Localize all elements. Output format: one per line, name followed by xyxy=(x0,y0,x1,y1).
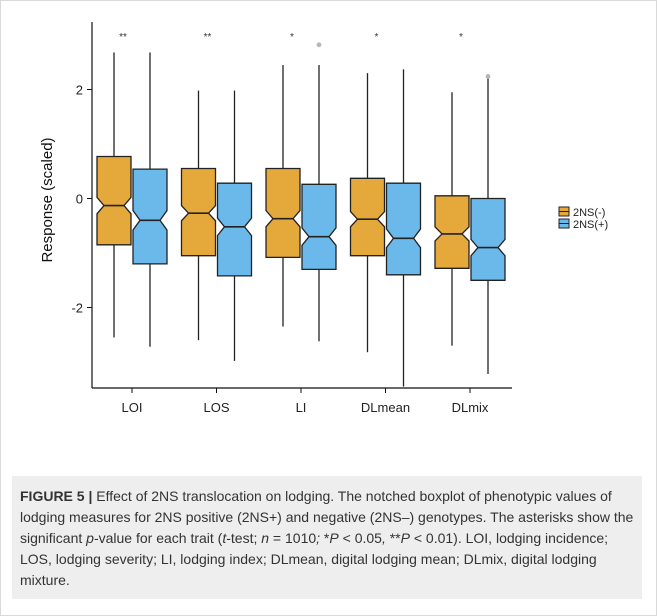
caption-segment: < 0.05 xyxy=(338,530,382,546)
caption-segment: = 1010 xyxy=(269,530,317,546)
outlier-point xyxy=(485,74,491,79)
figure-caption: FIGURE 5 | Effect of 2NS translocation o… xyxy=(12,476,642,599)
box-neg xyxy=(265,167,301,259)
x-tick-label: DLmix xyxy=(452,400,489,415)
legend-label: 2NS(+) xyxy=(573,219,608,231)
caption-segment: * xyxy=(320,530,330,546)
caption-segment: P xyxy=(400,530,410,546)
significance-label: * xyxy=(375,32,379,43)
box-pos xyxy=(132,168,168,265)
caption-segment: -test; xyxy=(226,530,262,546)
x-tick-label: LI xyxy=(296,400,307,415)
x-tick-label: LOS xyxy=(203,400,229,415)
boxplot-chart: -2 0 2 LOI ** LOS ** LI * DLmean * DLmix * 2NS(-)2NS… xyxy=(39,22,608,415)
caption-segment: ; xyxy=(316,530,321,546)
outlier-point xyxy=(316,42,322,48)
y-tick-label: 0 xyxy=(76,192,83,207)
figure-label: FIGURE 5 | xyxy=(20,488,93,504)
box-neg xyxy=(180,167,217,257)
caption-segment: Effect of 2NS translocation on lodging. … xyxy=(20,488,634,546)
significance-label: * xyxy=(290,32,294,43)
caption-text: Effect of 2NS translocation on lodging. … xyxy=(20,488,633,588)
caption-segment: t xyxy=(222,530,227,546)
y-axis-title: Response (scaled) xyxy=(39,137,56,262)
caption-segment: P xyxy=(329,530,339,546)
box-neg xyxy=(96,155,132,246)
box-pos xyxy=(301,183,337,271)
box-pos xyxy=(216,182,253,277)
caption-segment: p xyxy=(86,530,94,546)
box-pos xyxy=(470,197,506,281)
x-tick-label: DLmean xyxy=(361,400,410,415)
legend-label: 2NS(-) xyxy=(573,207,605,219)
significance-label: * xyxy=(459,32,463,43)
y-tick-label: 2 xyxy=(76,83,83,98)
caption-segment: , xyxy=(381,530,386,546)
significance-label: ** xyxy=(204,32,212,43)
caption-segment: -value for each trait ( xyxy=(93,530,223,546)
caption-segment: n xyxy=(261,530,270,546)
significance-label: ** xyxy=(119,32,127,43)
axis-labels: -2 0 2 LOI ** LOS ** LI * DLmean * DLmix * xyxy=(71,32,488,415)
box-marks xyxy=(96,42,506,387)
box-pos xyxy=(385,182,422,276)
x-tick-label: LOI xyxy=(122,400,143,415)
legend: 2NS(-)2NS(+) xyxy=(558,206,608,231)
caption-segment: < 0.01). LOI, lodging incidence; LOS, lo… xyxy=(20,530,609,588)
box-neg xyxy=(434,195,470,269)
box-neg xyxy=(349,177,386,257)
caption-segment: ** xyxy=(385,530,401,546)
axes xyxy=(87,22,512,393)
y-tick-label: -2 xyxy=(71,301,83,316)
